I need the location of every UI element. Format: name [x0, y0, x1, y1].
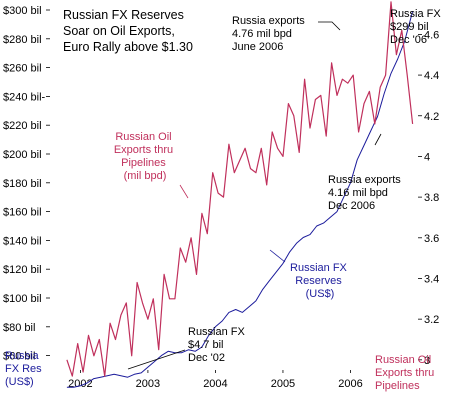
series-line-oil-exports [66, 1, 414, 377]
series-line-fx-reserves [66, 11, 414, 388]
y-right-tick-label: 3.2 [424, 314, 439, 326]
y-left-tick-label: $60 bil [3, 351, 35, 363]
y-left-tick-label: $220 bil [3, 120, 42, 132]
y-left-tick-label: $100 bil [3, 293, 42, 305]
y-left-tick-label: $180 bil [3, 178, 42, 190]
x-tick-label: 2002 [68, 378, 92, 390]
x-tick-label: 2003 [136, 378, 160, 390]
y-right-tick-label: 3.6 [424, 233, 439, 245]
pointer-oil-label [179, 184, 189, 199]
x-tick-label: 2006 [338, 378, 362, 390]
y-left-tick-label: $300 bil [3, 5, 42, 17]
pointer-oil-peak [318, 21, 341, 31]
y-left-tick-label: $260 bil [3, 63, 42, 75]
annotation-pointers [127, 21, 382, 370]
y-right-tick-label: 3.8 [424, 192, 439, 204]
right-axis-ticks: 3 3.2 3.4 3.6 3.8 4 4.2 4.4 4.6 [418, 29, 439, 367]
annotation-fx-dec-2006: Russia FX $299 bil Dec '06 [390, 8, 444, 46]
annotation-fx-series-label: Russian FX Reserves (US$) [290, 262, 350, 300]
legend-fx-reserves: Russia FX Res (US$) [5, 350, 45, 388]
y-right-tick-label: 4.4 [424, 70, 439, 82]
y-right-tick-label: 3 [424, 355, 430, 367]
legend-oil-exports: Russian Oil Exports thru Pipelines [375, 354, 437, 392]
pointer-oil-dec-2006 [374, 133, 382, 146]
y-right-tick-label: 3.4 [424, 273, 439, 285]
y-left-tick-label: $160 bil [3, 207, 42, 219]
annotation-oil-series-label: Russian Oil Exports thru Pipelines (mil … [114, 131, 176, 182]
y-right-tick-label: 4.2 [424, 111, 439, 123]
y-left-tick-label: $240 bil- [3, 91, 46, 103]
pointer-fx-label [269, 249, 286, 263]
x-tick-label: 2005 [271, 378, 295, 390]
pointer-fx-dec-2002 [127, 349, 186, 370]
chart-title: Russian FX Reserves Soar on Oil Exports,… [63, 8, 193, 54]
y-left-tick-label: $140 bil [3, 235, 42, 247]
annotation-fx-dec-2002: Russian FX $4.7 bil Dec '02 [188, 326, 248, 364]
annotation-oil-dec-2006: Russia exports 4.16 mil bpd Dec 2006 [328, 174, 404, 212]
x-tick-label: 2004 [203, 378, 227, 390]
y-right-tick-label: 4 [424, 151, 430, 163]
y-left-tick-label: $280 bil [3, 34, 42, 46]
y-left-tick-label: $120 bil [3, 264, 42, 276]
y-left-tick-label: $80 bil [3, 322, 35, 334]
left-axis-ticks: $60 bil $80 bil $100 bil $120 bil $140 bil $1… [3, 5, 50, 363]
annotation-oil-peak: Russia exports 4.76 mil bpd June 2006 [232, 15, 308, 53]
y-left-tick-label: $200 bil [3, 149, 42, 161]
y-right-tick-label: 4.6 [424, 29, 439, 41]
